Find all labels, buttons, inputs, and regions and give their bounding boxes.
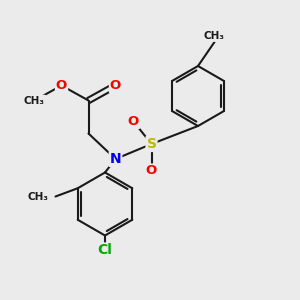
Text: S: S — [146, 137, 157, 151]
Text: O: O — [56, 79, 67, 92]
Text: O: O — [128, 115, 139, 128]
Text: CH₃: CH₃ — [27, 191, 48, 202]
Text: CH₃: CH₃ — [204, 31, 225, 41]
Text: CH₃: CH₃ — [24, 95, 45, 106]
Text: Cl: Cl — [98, 244, 112, 257]
Text: N: N — [110, 152, 121, 166]
Text: O: O — [146, 164, 157, 178]
Text: O: O — [110, 79, 121, 92]
